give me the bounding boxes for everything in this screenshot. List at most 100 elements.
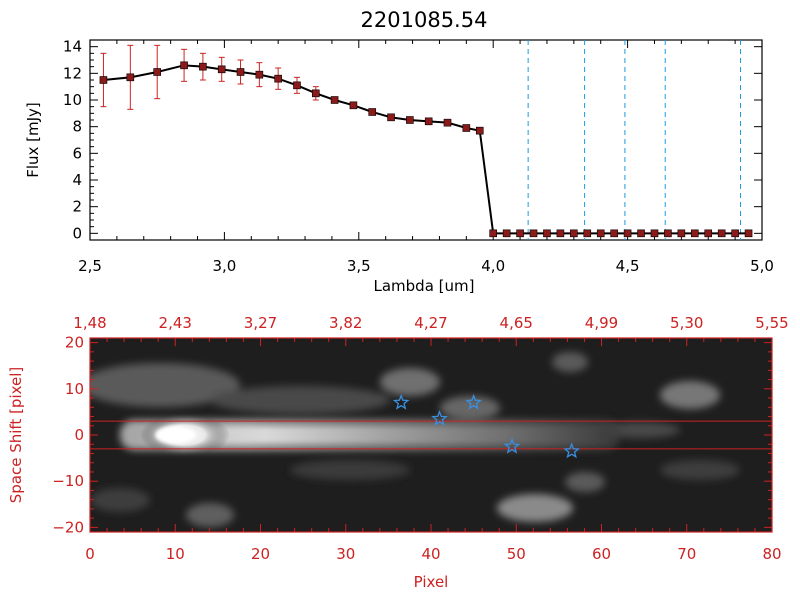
- data-point: [704, 229, 713, 238]
- bottom-y-axis-label: Space Shift [pixel]: [7, 367, 25, 504]
- data-point: [623, 229, 632, 238]
- data-point: [717, 229, 726, 238]
- data-point: [650, 229, 659, 238]
- x-tick-label: 3,5: [347, 257, 371, 275]
- y-tick-label: 10: [63, 91, 82, 109]
- x-tick-label: 4,0: [481, 257, 505, 275]
- y-tick-label: 8: [72, 118, 82, 136]
- star-marker: [465, 393, 482, 410]
- x-tick-label: 20: [251, 545, 270, 563]
- top-y-axis-label: Flux [mJy]: [24, 102, 42, 178]
- data-point: [293, 81, 301, 90]
- x-tick-label: 2,5: [78, 257, 102, 275]
- data-point: [529, 229, 538, 238]
- flux-line: [103, 64, 749, 235]
- reference-lines: [527, 40, 741, 240]
- y-tick-label: 0: [74, 426, 84, 444]
- star-marker: [563, 442, 580, 459]
- data-point: [690, 229, 699, 238]
- x-tick-label: 10: [166, 545, 185, 563]
- top-x-axis-label: Lambda [um]: [374, 277, 475, 295]
- x-tick-label: 50: [507, 545, 526, 563]
- data-point: [637, 229, 645, 238]
- star-marker: [392, 393, 410, 410]
- x-tick-label: 5,0: [750, 257, 774, 275]
- data-point: [199, 62, 207, 71]
- top-tick-label: 2,43: [159, 314, 192, 332]
- data-point: [543, 229, 551, 238]
- x-tick-label: 3,0: [212, 257, 236, 275]
- space-shift-axis: −20 −10 0 10 20: [52, 334, 772, 536]
- y-tick-label: 6: [72, 144, 82, 162]
- spectrum-image: [90, 338, 772, 532]
- data-point: [475, 126, 484, 135]
- data-point: [153, 68, 161, 76]
- data-point: [311, 89, 320, 98]
- data-point: [596, 229, 605, 238]
- data-point: [180, 61, 188, 70]
- y-tick-label: 12: [63, 64, 82, 82]
- data-point: [255, 70, 264, 79]
- data-point: [99, 76, 108, 84]
- x-axis: 2,5 3,0 3,5 4,0 4,5 5,0: [78, 40, 774, 275]
- top-tick-label: 5,55: [755, 314, 788, 332]
- y-tick-label: 14: [63, 38, 82, 56]
- y-tick-label: 20: [65, 334, 84, 352]
- y-tick-label: 0: [72, 224, 82, 242]
- y-tick-label: 2: [72, 198, 82, 216]
- x-tick-label: 80: [762, 545, 781, 563]
- data-point: [489, 229, 498, 238]
- wavelength-top-axis: 1,48 2,43 3,27 3,82 4,27 4,65 4,99 5,30 5,55: [73, 314, 789, 346]
- data-point: [349, 101, 358, 110]
- x-tick-label: 0: [85, 545, 95, 563]
- x-tick-label: 40: [421, 545, 440, 563]
- flux-series: [99, 44, 753, 238]
- chart-title: 2201085.54: [361, 8, 488, 32]
- data-point: [236, 68, 245, 76]
- star-marker: [503, 437, 521, 454]
- top-tick-label: 4,65: [500, 314, 533, 332]
- aperture-lines: [90, 420, 772, 450]
- data-point: [443, 118, 452, 127]
- top-tick-label: 4,99: [585, 314, 618, 332]
- top-tick-label: 1,48: [73, 314, 106, 332]
- data-point: [424, 117, 433, 126]
- data-point: [583, 229, 592, 238]
- data-point: [744, 229, 753, 238]
- pixel-axis: 0 10 20 30 40 50 60 70 80: [85, 524, 782, 563]
- top-tick-label: 3,82: [329, 314, 362, 332]
- x-tick-label: 70: [677, 545, 696, 563]
- data-point: [406, 116, 414, 124]
- top-tick-label: 5,30: [670, 314, 703, 332]
- bottom-x-axis-label: Pixel: [414, 573, 449, 591]
- x-tick-label: 60: [592, 545, 611, 563]
- data-point: [516, 229, 524, 238]
- data-point: [387, 113, 395, 122]
- data-point: [502, 229, 511, 238]
- y-tick-label: 4: [72, 171, 82, 189]
- x-tick-label: 4,5: [616, 257, 640, 275]
- data-point: [274, 74, 282, 83]
- top-tick-label: 4,27: [414, 314, 447, 332]
- y-tick-label: 10: [65, 380, 84, 398]
- data-point: [556, 229, 565, 238]
- data-point: [368, 108, 377, 116]
- data-point: [610, 229, 618, 238]
- y-axis: 0 2 4 6 8 10 12 14: [63, 38, 762, 242]
- star-markers: [392, 393, 580, 459]
- x-tick-label: 30: [336, 545, 355, 563]
- data-point: [677, 229, 686, 238]
- data-point: [664, 229, 672, 238]
- star-marker: [431, 409, 448, 426]
- y-tick-label: −20: [52, 518, 84, 536]
- data-point: [462, 124, 471, 132]
- data-point: [217, 65, 226, 74]
- data-point: [126, 73, 135, 82]
- top-plot-frame: [89, 39, 763, 241]
- data-point: [570, 229, 578, 238]
- top-tick-label: 3,27: [244, 314, 277, 332]
- data-point: [330, 96, 339, 104]
- data-point: [731, 229, 739, 238]
- y-tick-label: −10: [52, 472, 84, 490]
